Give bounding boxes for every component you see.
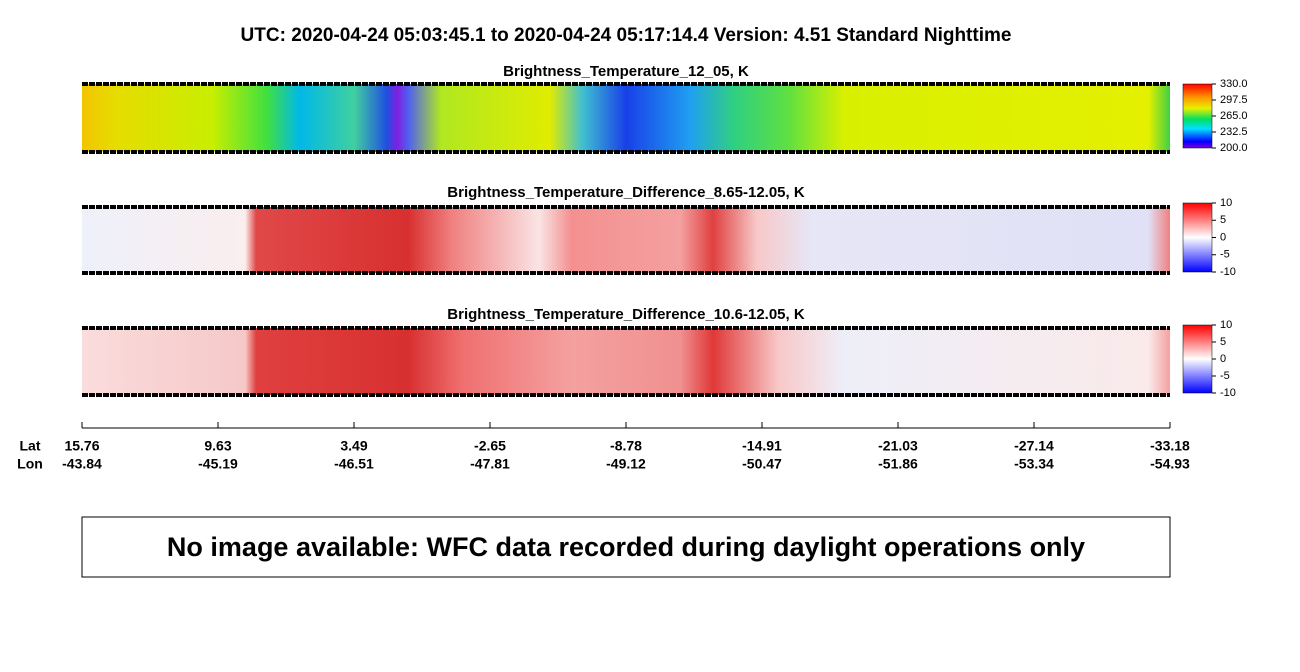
colorbar-tick-label: 10 bbox=[1220, 319, 1232, 331]
lat-tick-label: -21.03 bbox=[878, 438, 918, 454]
panels: Brightness_Temperature_12_05, K 330.0 297.… bbox=[82, 63, 1248, 399]
lat-tick-label: 3.49 bbox=[340, 438, 367, 454]
track-axis: Lat Lon 15.76 -43.84 9.63 -45.19 3.49 -46.51 -… bbox=[17, 422, 1190, 472]
colorbar-tick-label: 5 bbox=[1220, 214, 1226, 226]
colorbar-tick-label: 297.5 bbox=[1220, 94, 1248, 106]
data-strip bbox=[82, 328, 1170, 395]
colorbar-tick-label: 5 bbox=[1220, 336, 1226, 348]
colorbar bbox=[1182, 324, 1213, 394]
colorbar-tick-label: 0 bbox=[1220, 353, 1226, 365]
panel-title: Brightness_Temperature_Difference_10.6-1… bbox=[447, 306, 805, 323]
lat-tick-label: 9.63 bbox=[204, 438, 231, 454]
message-box bbox=[81, 516, 1171, 578]
colorbar bbox=[1182, 202, 1213, 273]
colorbar-tick-label: 0 bbox=[1220, 231, 1226, 243]
page-title: UTC: 2020-04-24 05:03:45.1 to 2020-04-24… bbox=[241, 25, 1012, 46]
panel-title: Brightness_Temperature_Difference_8.65-1… bbox=[447, 184, 805, 201]
colorbar-tick-label: -5 bbox=[1220, 370, 1230, 382]
lon-tick-label: -51.86 bbox=[878, 456, 918, 472]
lat-tick-label: -2.65 bbox=[474, 438, 506, 454]
lat-tick-label: 15.76 bbox=[64, 438, 99, 454]
colorbar-tick-label: -5 bbox=[1220, 249, 1230, 261]
lat-tick-label: -33.18 bbox=[1150, 438, 1190, 454]
colorbar-tick-label: 10 bbox=[1220, 197, 1232, 209]
panel-title: Brightness_Temperature_12_05, K bbox=[503, 63, 749, 80]
colorbar-tick-label: 232.5 bbox=[1220, 126, 1248, 138]
lon-label: Lon bbox=[17, 456, 43, 472]
message: No image available: WFC data recorded du… bbox=[167, 532, 1085, 562]
lon-tick-label: -46.51 bbox=[334, 456, 374, 472]
lon-tick-label: -50.47 bbox=[742, 456, 782, 472]
colorbar bbox=[1182, 83, 1213, 149]
lon-tick-label: -53.34 bbox=[1014, 456, 1054, 472]
colorbar-tick-label: 265.0 bbox=[1220, 110, 1248, 122]
lat-label: Lat bbox=[20, 438, 41, 454]
lon-tick-label: -43.84 bbox=[62, 456, 102, 472]
lon-tick-label: -54.93 bbox=[1150, 456, 1190, 472]
colorbar-tick-label: -10 bbox=[1220, 387, 1236, 399]
lat-tick-label: -14.91 bbox=[742, 438, 782, 454]
data-strip bbox=[82, 84, 1170, 152]
lat-tick-label: -8.78 bbox=[610, 438, 642, 454]
lon-tick-label: -45.19 bbox=[198, 456, 238, 472]
data-strip bbox=[82, 207, 1170, 273]
colorbar-tick-label: 330.0 bbox=[1220, 78, 1248, 90]
colorbar-tick-label: -10 bbox=[1220, 266, 1236, 278]
lat-tick-label: -27.14 bbox=[1014, 438, 1054, 454]
colorbar-tick-label: 200.0 bbox=[1220, 142, 1248, 154]
lon-tick-label: -47.81 bbox=[470, 456, 510, 472]
lon-tick-label: -49.12 bbox=[606, 456, 646, 472]
